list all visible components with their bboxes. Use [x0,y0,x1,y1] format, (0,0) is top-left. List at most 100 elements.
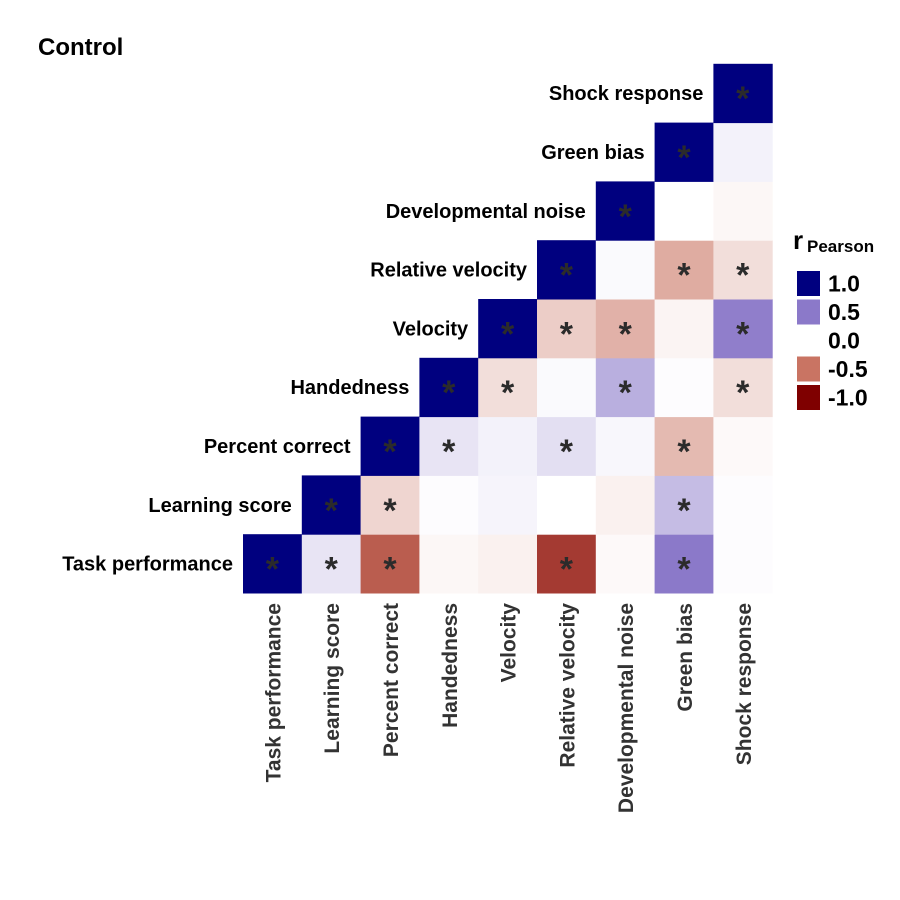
heatmap-cell [713,357,773,418]
legend-key [797,328,820,353]
significance-star: * [677,139,691,177]
heatmap-cell [537,475,597,535]
heatmap-cell [419,357,479,418]
heatmap-cell [713,240,773,300]
heatmap-cell [301,534,362,594]
heatmap-cell [654,357,714,418]
legend-label: 1.0 [828,271,860,297]
legend-label: 0.5 [828,299,860,325]
y-axis-label: Velocity [393,318,469,340]
heatmap-cell [360,534,420,594]
heatmap-cell [654,181,714,241]
heatmap-cell [713,475,773,535]
x-axis-label: Handedness [439,603,462,728]
significance-star: * [325,492,339,530]
significance-star: * [383,433,397,471]
color-legend: r Pearson 1.00.5 0.0-0.5 -1.0 [793,225,874,411]
y-axis-labels: Task performance Learning score Percent co… [62,83,703,575]
significance-star: * [266,551,280,589]
heatmap-cell [537,240,597,300]
heatmap-cell [595,475,656,535]
heatmap-cell [478,299,538,359]
heatmap-cell [537,357,597,418]
heatmap-cell [595,416,656,476]
legend-label: 0.0 [828,328,860,354]
x-axis-label: Shock response [733,603,756,765]
significance-star: * [501,374,515,412]
x-axis-label: Developmental noise [615,603,638,813]
heatmap-cell [595,534,656,594]
y-axis-label: Developmental noise [386,201,586,223]
significance-star: * [736,80,750,118]
heatmap-cell [713,181,773,241]
significance-star: * [619,374,633,412]
chart-title: Control [38,34,123,61]
significance-star: * [677,551,691,589]
heatmap-cell [654,122,714,182]
significance-star: * [560,315,574,353]
heatmap-cell [478,534,538,594]
heatmap-cell [654,240,714,300]
legend-title: r [793,225,803,255]
y-axis-label: Percent correct [204,436,351,458]
heatmap-cell [301,475,362,535]
significance-star: * [619,315,633,353]
heatmap-cell [537,299,597,359]
heatmap-cell [713,63,773,124]
x-axis-label: Velocity [498,603,521,683]
heatmap-cell [713,122,773,182]
heatmap-cell [537,534,597,594]
heatmap-cell [419,475,479,535]
heatmap-cell [478,357,538,418]
significance-star: * [619,198,633,236]
heatmap-cell [537,416,597,476]
legend-key [797,271,820,296]
significance-star: * [736,374,750,412]
y-axis-label: Green bias [541,142,644,164]
heatmap-cell [595,181,656,241]
significance-star: * [677,257,691,295]
heatmap-cell [654,475,714,535]
significance-star: * [736,315,750,353]
x-axis-label: Relative velocity [556,603,579,768]
legend-key [797,356,820,382]
heatmap-cell [713,299,773,359]
heatmap-cell [595,299,656,359]
legend-key [797,299,820,325]
significance-star: * [383,551,397,589]
significance-star: * [677,492,691,530]
significance-star: * [736,257,750,295]
heatmap-cell [654,534,714,594]
significance-star: * [677,433,691,471]
legend-label: -1.0 [828,385,868,411]
heatmap-cell [478,416,538,476]
heatmap-cell [360,475,420,535]
legend-label: -0.5 [828,356,868,382]
heatmap-cell [595,357,656,418]
significance-star: * [560,551,574,589]
x-axis-label: Green bias [674,603,697,712]
legend-key [797,385,820,410]
heatmap-cell [419,416,479,476]
x-axis-labels: Task performance Learning score Percent co… [262,603,755,813]
heatmap-cell [478,475,538,535]
y-axis-label: Relative velocity [370,260,528,282]
legend-subscript: Pearson [807,237,874,256]
heatmap-cell [713,416,773,476]
heatmap-cell [713,534,773,594]
significance-star: * [442,433,456,471]
y-axis-label: Learning score [148,495,291,517]
heatmap-cells: * * * * * * * * * * * * * * * * * * * * * * * * * * [243,63,773,594]
heatmap-cell [243,534,303,594]
heatmap-cell [595,240,656,300]
x-axis-label: Percent correct [380,603,403,757]
significance-star: * [560,257,574,295]
y-axis-label: Task performance [62,554,233,576]
y-axis-label: Shock response [549,83,704,105]
significance-star: * [325,551,339,589]
x-axis-label: Learning score [321,603,344,754]
y-axis-label: Handedness [290,377,409,399]
heatmap-cell [360,416,420,476]
significance-star: * [501,315,515,353]
